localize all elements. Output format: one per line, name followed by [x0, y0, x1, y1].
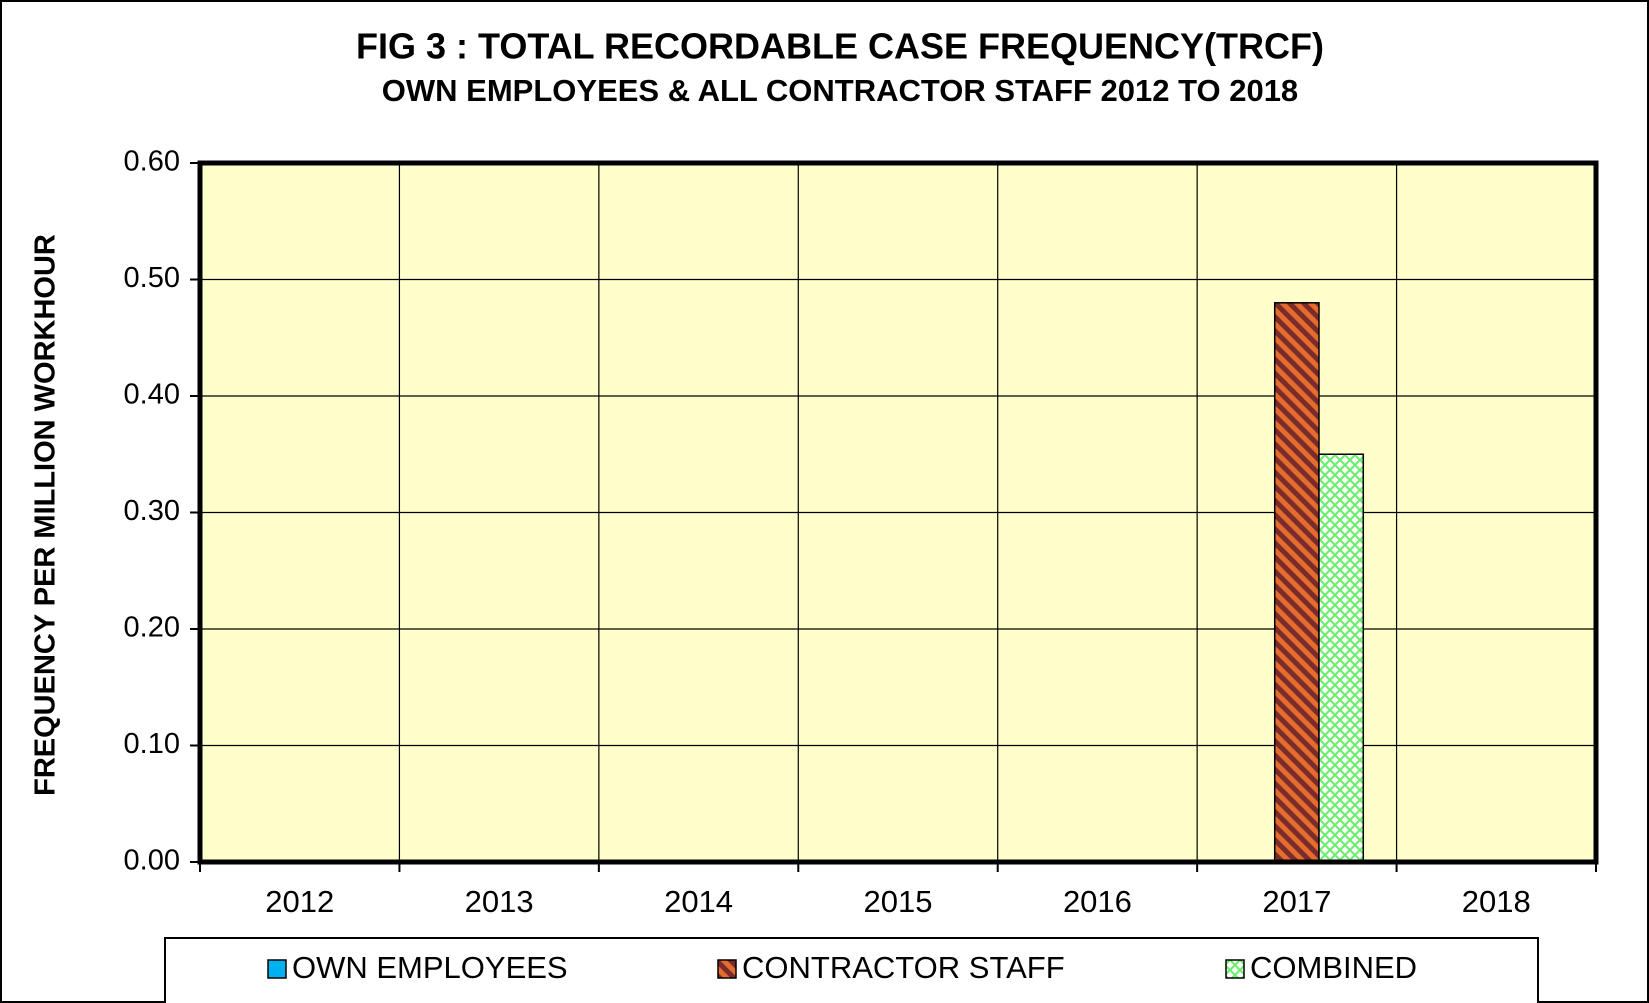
chart-title: FIG 3 : TOTAL RECORDABLE CASE FREQUENCY(…	[356, 26, 1324, 67]
x-tick-label: 2016	[1063, 884, 1132, 919]
x-tick-label: 2018	[1462, 884, 1531, 919]
plot-border	[197, 160, 1599, 865]
y-tick-label: 0.60	[124, 146, 180, 178]
legend-box	[164, 937, 1539, 1003]
legend-label: CONTRACTOR STAFF	[742, 950, 1065, 985]
y-tick-label: 0.20	[124, 612, 180, 644]
x-tick-label: 2017	[1262, 884, 1331, 919]
legend-swatch	[1225, 959, 1245, 979]
y-tick-label: 0.40	[124, 379, 180, 411]
x-tick-label: 2012	[265, 884, 334, 919]
bar	[1273, 302, 1320, 863]
legend-label: OWN EMPLOYEES	[292, 950, 568, 985]
x-tick-label: 2013	[465, 884, 534, 919]
y-axis-label: FREQUENCY PER MILLION WORKHOUR	[30, 234, 62, 796]
legend-swatch	[717, 959, 737, 979]
y-tick-label: 0.30	[124, 495, 180, 527]
y-tick-label: 0.00	[124, 845, 180, 877]
chart-subtitle: OWN EMPLOYEES & ALL CONTRACTOR STAFF 201…	[382, 73, 1298, 108]
x-tick-label: 2014	[664, 884, 733, 919]
y-tick-label: 0.50	[124, 262, 180, 294]
legend-label: COMBINED	[1250, 950, 1417, 985]
legend-swatch	[267, 959, 287, 979]
y-tick-label: 0.10	[124, 728, 180, 760]
x-tick-label: 2015	[864, 884, 933, 919]
bar	[1318, 453, 1365, 863]
